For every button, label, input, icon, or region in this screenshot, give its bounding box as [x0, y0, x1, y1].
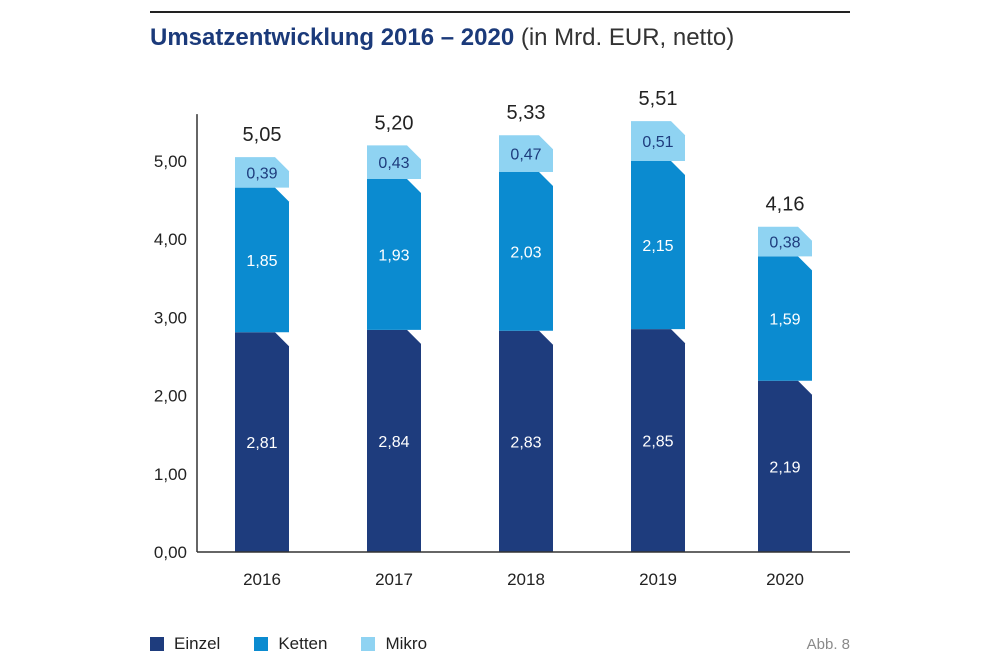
top-rule	[150, 11, 850, 13]
segment-value-label: 0,51	[642, 134, 673, 151]
bar-segment-mikro	[235, 157, 289, 188]
bar-segment-einzel	[499, 330, 553, 552]
total-value-label: 5,51	[639, 88, 678, 110]
bar-segment-ketten	[499, 171, 553, 331]
bar-segment-einzel	[367, 329, 421, 552]
total-value-label: 5,05	[243, 124, 282, 146]
legend-label-mikro: Mikro	[385, 634, 428, 653]
legend-label-ketten: Ketten	[278, 634, 328, 653]
y-tick-label: 4,00	[154, 230, 187, 249]
bar-segment-einzel	[631, 329, 685, 552]
total-value-label: 5,33	[507, 102, 546, 124]
bar-segment-mikro	[367, 145, 421, 179]
segment-value-label: 0,43	[378, 155, 409, 172]
segment-value-label: 2,19	[769, 459, 800, 476]
segment-value-label: 2,81	[246, 435, 277, 452]
segment-value-label: 1,85	[246, 253, 277, 270]
legend-label-einzel: Einzel	[174, 634, 221, 653]
bar-segment-einzel	[758, 380, 812, 552]
legend: Einzel Ketten Mikro	[150, 634, 427, 654]
bar-segment-ketten	[235, 187, 289, 333]
x-tick-label: 2017	[375, 570, 413, 589]
x-tick-label: 2016	[243, 570, 281, 589]
legend-item-ketten: Ketten	[254, 634, 327, 654]
chart-title-subtitle: (in Mrd. EUR, netto)	[520, 24, 735, 51]
total-value-label: 5,20	[375, 112, 414, 134]
bar-segment-ketten	[631, 161, 685, 330]
segment-value-label: 0,47	[510, 147, 541, 164]
legend-item-einzel: Einzel	[150, 634, 220, 654]
segment-value-label: 1,59	[769, 312, 800, 329]
stacked-bar-chart: 0,00 1,00 2,00 3,00 4,00 5,00 2,81 1,85 0,39 5,05…	[154, 88, 850, 589]
segment-value-label: 2,85	[642, 434, 673, 451]
bar-segment-mikro	[758, 226, 812, 257]
segment-value-label: 1,93	[378, 247, 409, 264]
y-tick-label: 0,00	[154, 543, 187, 562]
chart-title-main: Umsatzentwicklung 2016 – 2020	[150, 24, 515, 51]
legend-swatch-einzel	[150, 637, 164, 651]
legend-swatch-ketten	[254, 637, 269, 651]
segment-value-label: 0,39	[246, 165, 277, 182]
chart-title: Umsatzentwicklung 2016 – 2020 (in Mrd. E…	[150, 24, 734, 52]
segment-value-label: 2,83	[510, 434, 541, 451]
segment-value-label: 2,84	[378, 434, 409, 451]
x-tick-label: 2020	[766, 570, 804, 589]
segment-value-label: 2,03	[510, 244, 541, 261]
y-tick-label: 1,00	[154, 465, 187, 484]
legend-item-mikro: Mikro	[361, 634, 427, 654]
bar-segment-ketten	[367, 178, 421, 330]
figure-label: Abb. 8	[806, 636, 850, 653]
total-value-label: 4,16	[766, 194, 805, 216]
y-tick-label: 3,00	[154, 308, 187, 327]
segment-value-label: 2,15	[642, 238, 673, 255]
x-tick-label: 2018	[507, 570, 545, 589]
bar-segment-einzel	[235, 332, 289, 552]
bar-segment-mikro	[499, 135, 553, 172]
x-tick-label: 2019	[639, 570, 677, 589]
bar-segment-ketten	[758, 256, 812, 381]
y-tick-label: 5,00	[154, 152, 187, 171]
y-tick-label: 2,00	[154, 387, 187, 406]
legend-swatch-mikro	[361, 637, 376, 651]
segment-value-label: 0,38	[769, 235, 800, 252]
bar-segment-mikro	[631, 121, 685, 161]
